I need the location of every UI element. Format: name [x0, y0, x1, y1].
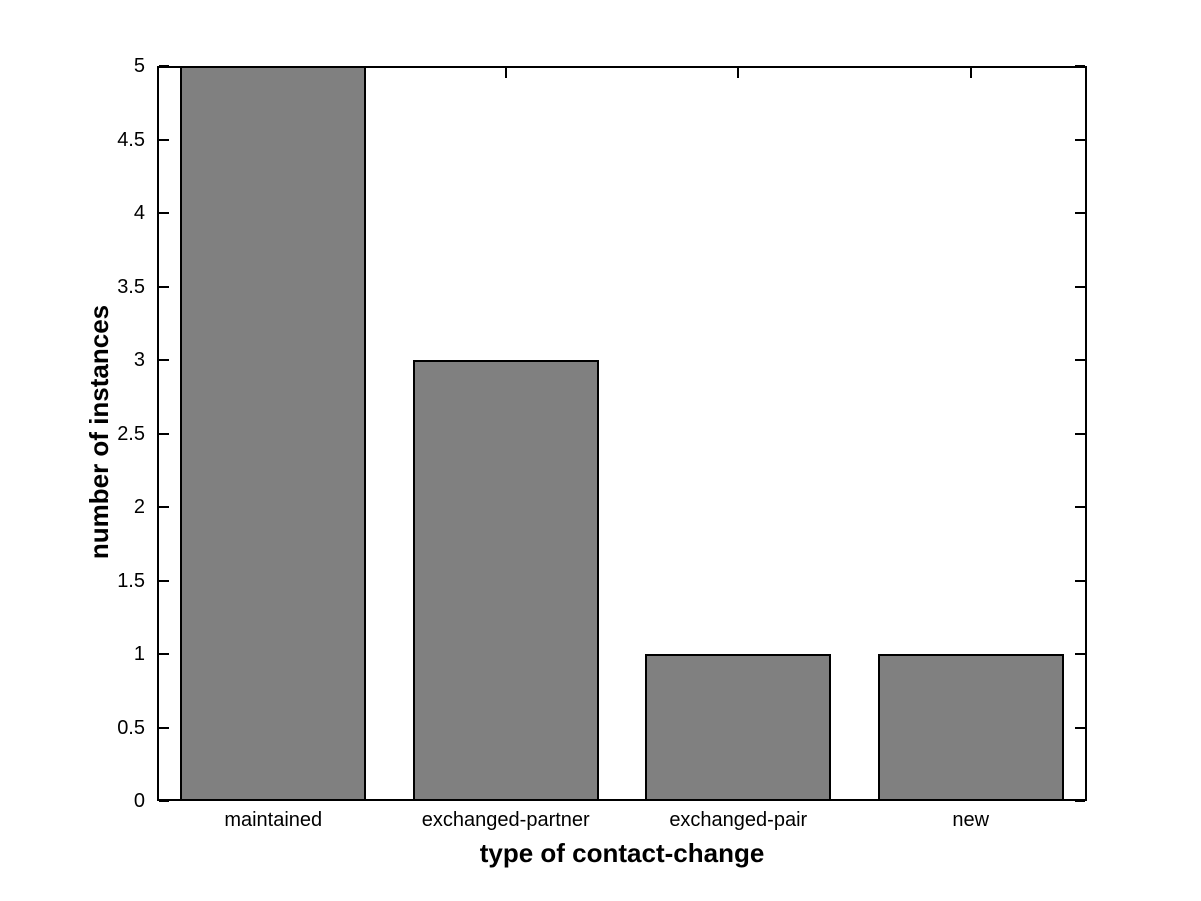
- x-tick-label: new: [952, 809, 990, 831]
- y-tick-label: 5: [133, 55, 145, 77]
- bar: [180, 66, 367, 801]
- y-tick: [159, 212, 169, 214]
- y-tick-label: 0.5: [117, 716, 145, 739]
- y-tick-mirror: [1075, 506, 1085, 508]
- x-tick-mirror: [969, 68, 972, 78]
- y-tick-mirror: [1075, 579, 1085, 582]
- x-tick-label: exchanged-pair: [669, 809, 808, 831]
- y-tick: [159, 506, 169, 508]
- bar: [877, 654, 1064, 801]
- y-tick-label: 4: [133, 202, 145, 224]
- y-tick-mirror: [1075, 726, 1085, 729]
- y-tick-mirror: [1075, 359, 1085, 361]
- y-tick-label: 2: [133, 496, 145, 518]
- y-tick-label: 3.5: [117, 275, 145, 298]
- y-tick-mirror: [1075, 138, 1085, 141]
- y-tick: [159, 726, 169, 729]
- y-tick-label: 1: [133, 643, 145, 665]
- y-tick-mirror: [1075, 800, 1085, 802]
- y-tick: [159, 138, 169, 141]
- y-tick: [159, 65, 169, 67]
- y-tick: [159, 579, 169, 582]
- y-tick-mirror: [1075, 432, 1085, 435]
- y-tick-label: 2.5: [117, 422, 145, 445]
- y-tick-mirror: [1075, 212, 1085, 214]
- y-tick: [159, 285, 169, 288]
- y-tick-label: 3: [133, 349, 145, 371]
- x-axis-label: type of contact-change: [479, 838, 765, 868]
- y-tick: [159, 432, 169, 435]
- y-tick: [159, 359, 169, 361]
- y-tick-mirror: [1075, 653, 1085, 655]
- y-tick: [159, 800, 169, 802]
- x-tick-label: exchanged-partner: [421, 809, 590, 831]
- y-tick-label: 4.5: [117, 128, 145, 151]
- bar: [645, 654, 832, 801]
- y-tick: [159, 653, 169, 655]
- y-tick-mirror: [1075, 65, 1085, 67]
- x-tick-label: maintained: [224, 809, 323, 831]
- y-tick-label: 1.5: [117, 569, 145, 592]
- y-tick-mirror: [1075, 285, 1085, 288]
- y-tick-label: 0: [133, 790, 145, 812]
- x-tick-mirror: [504, 68, 507, 78]
- bar: [412, 360, 599, 801]
- x-tick-mirror: [737, 68, 740, 78]
